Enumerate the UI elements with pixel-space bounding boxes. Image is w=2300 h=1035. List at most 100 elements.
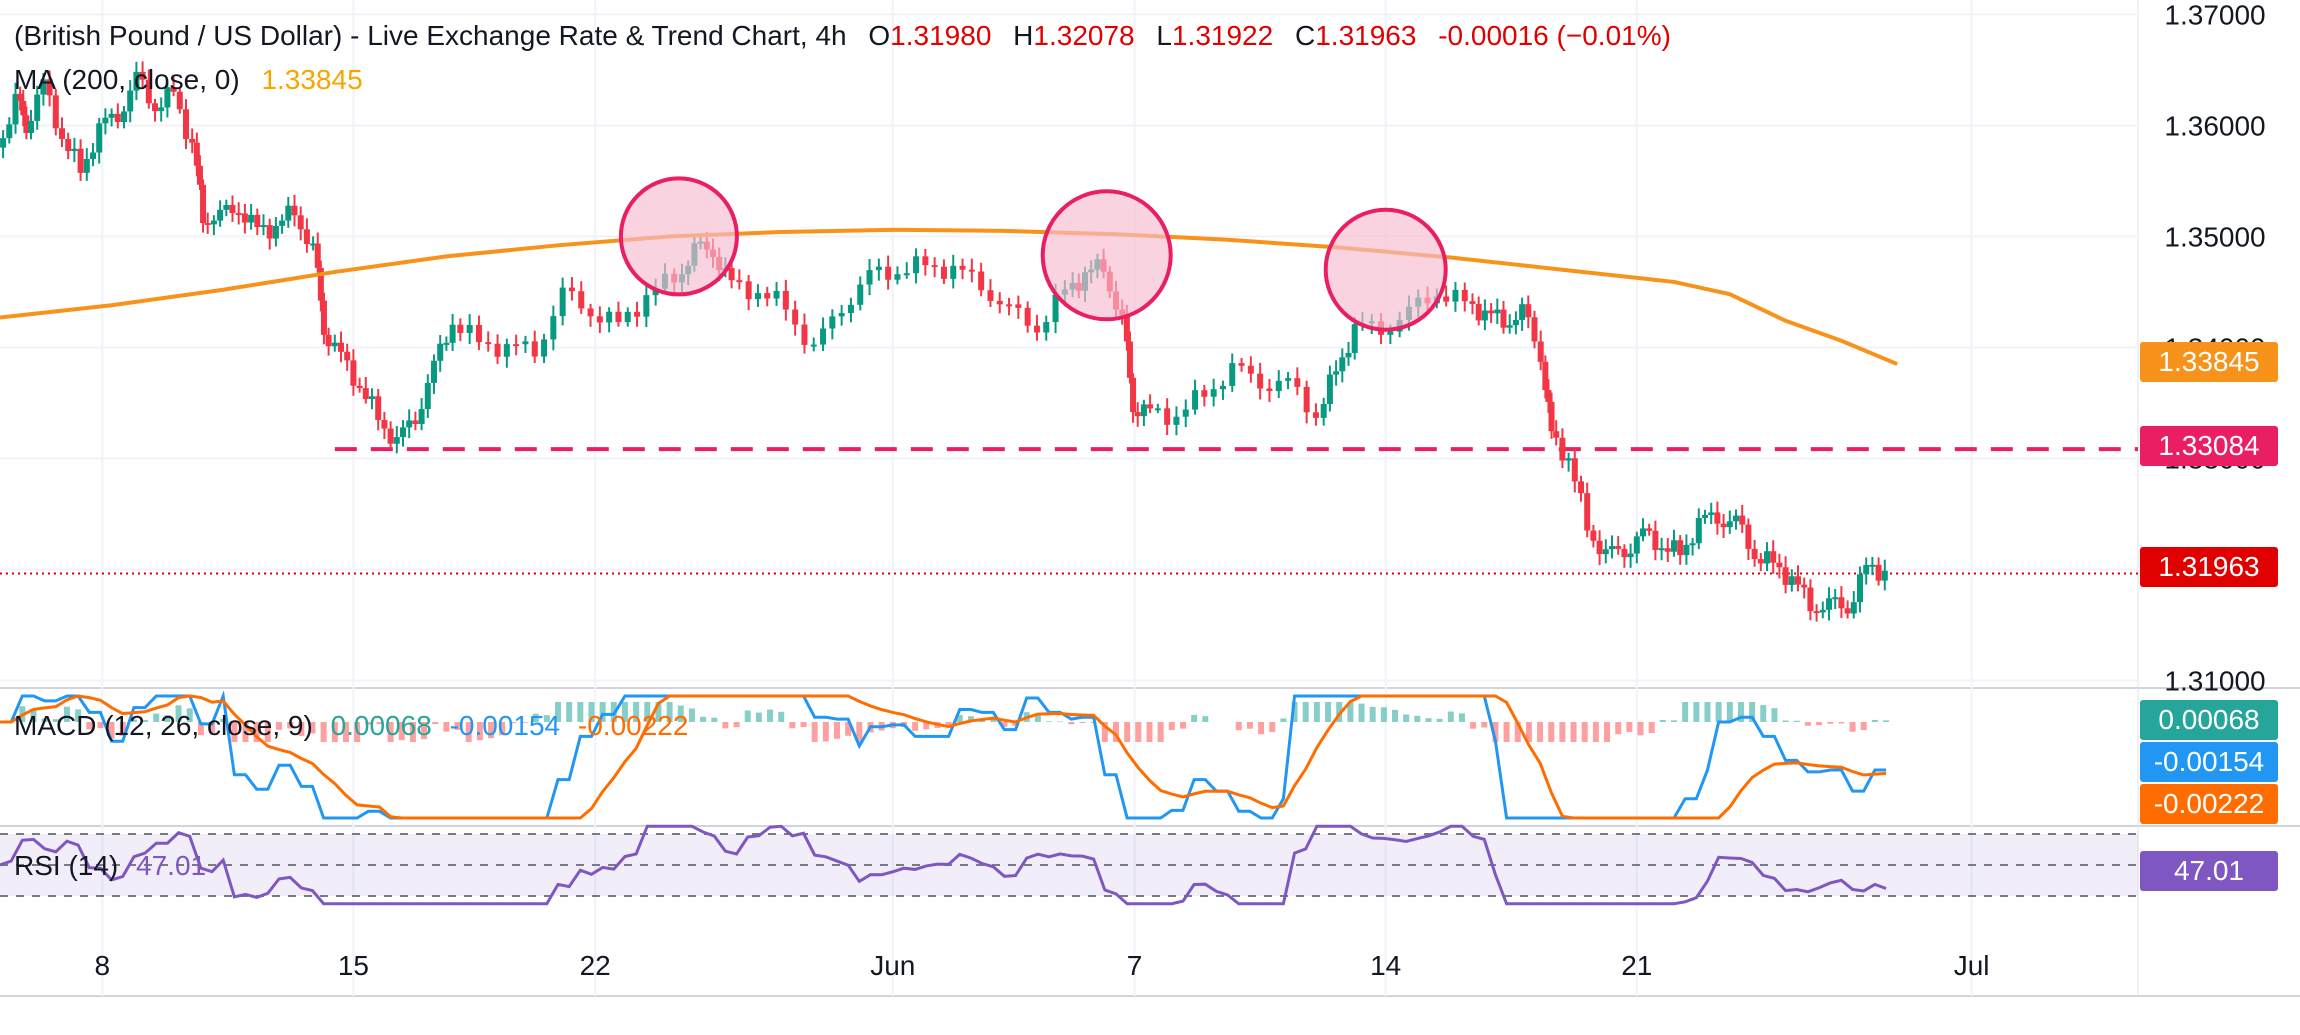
low-label: L xyxy=(1156,20,1172,52)
candle-body xyxy=(1501,310,1507,328)
candle-body xyxy=(1229,363,1235,386)
candle-body xyxy=(437,344,443,361)
candle-body xyxy=(1646,528,1652,530)
candle-body xyxy=(332,343,338,347)
y-tick-label: 1.31000 xyxy=(2164,665,2265,696)
candle-body xyxy=(1494,310,1500,314)
candle-body xyxy=(467,325,473,333)
candle-body xyxy=(189,139,195,143)
candle-body xyxy=(1452,290,1458,302)
candle-body xyxy=(338,343,344,352)
macd-histogram-bar xyxy=(1124,722,1130,742)
candle-body xyxy=(1578,481,1584,493)
candle-body xyxy=(450,325,456,343)
candle-body xyxy=(1683,545,1689,555)
candle-body xyxy=(1173,417,1179,425)
candle-body xyxy=(1476,304,1482,320)
candle-body xyxy=(96,123,102,152)
macd-histogram-bar xyxy=(834,722,840,739)
macd-histogram-bar xyxy=(1057,721,1063,722)
candle-body xyxy=(597,316,603,322)
candle-body xyxy=(746,281,752,299)
candle-body xyxy=(578,291,584,308)
rsi-value-text: 47.01 xyxy=(136,850,206,882)
candle-body xyxy=(1838,597,1844,608)
candle-body xyxy=(406,420,412,427)
candle-body xyxy=(894,274,900,280)
macd-histogram-bar xyxy=(1046,721,1052,722)
candle-body xyxy=(200,185,206,223)
candle-body xyxy=(1488,311,1494,314)
candle-body xyxy=(950,266,956,279)
candle-body xyxy=(1164,408,1170,425)
macd-histogram-bar xyxy=(1258,722,1264,734)
candle-body xyxy=(1690,543,1696,545)
macd-histogram-bar xyxy=(823,722,829,742)
candle-body xyxy=(357,386,363,388)
macd-histogram-bar xyxy=(1682,702,1688,722)
candle-body xyxy=(109,114,115,118)
candle-body xyxy=(1807,588,1813,612)
candle-body xyxy=(560,288,566,317)
candle-body xyxy=(1470,301,1476,304)
candle-body xyxy=(1006,304,1012,306)
candle-body xyxy=(504,344,510,357)
x-tick-label: 8 xyxy=(95,950,111,981)
candle-body xyxy=(1327,375,1333,404)
candle-body xyxy=(1795,576,1801,584)
candle-body xyxy=(326,335,332,346)
candle-body xyxy=(363,388,369,399)
macd-histogram-bar xyxy=(1448,712,1454,722)
candle-body xyxy=(1851,602,1857,613)
candle-body xyxy=(1015,304,1021,308)
candle-body xyxy=(1462,290,1468,301)
low-value: 1.31922 xyxy=(1172,20,1273,52)
candle-body xyxy=(625,312,631,322)
candle-body xyxy=(1696,518,1702,543)
macd-histogram-bar xyxy=(1481,722,1487,728)
y-tick-label: 1.36000 xyxy=(2164,110,2265,141)
candle-body xyxy=(431,361,437,383)
top-circle-annotation xyxy=(621,178,737,294)
chart-title: (British Pound / US Dollar) - Live Excha… xyxy=(14,20,847,52)
candle-body xyxy=(1519,304,1525,320)
candle-body xyxy=(1192,390,1198,409)
macd-histogram-bar xyxy=(1135,722,1141,742)
macd-histogram-bar xyxy=(1582,722,1588,742)
candle-body xyxy=(1758,559,1764,563)
candle-body xyxy=(1820,610,1826,613)
candle-body xyxy=(1789,576,1795,585)
macd-histogram-bar xyxy=(1615,722,1621,734)
macd-label: MACD (12, 26, close, 9) xyxy=(14,710,313,742)
macd-histogram-bar xyxy=(1883,720,1889,722)
candle-body xyxy=(1876,565,1882,581)
macd-histogram-bar xyxy=(1548,722,1554,742)
candle-body xyxy=(932,265,938,267)
macd-histogram-bar xyxy=(1425,718,1431,722)
macd-histogram-bar xyxy=(789,722,795,728)
candle-body xyxy=(183,109,189,139)
candle-body xyxy=(1628,554,1634,558)
candle-body xyxy=(115,114,121,122)
macd-histogram-bar xyxy=(1704,702,1710,722)
macd-histogram-bar xyxy=(1403,714,1409,722)
candle-body xyxy=(78,149,84,173)
macd-histogram-bar xyxy=(1693,702,1699,722)
candle-body xyxy=(457,325,463,333)
candle-body xyxy=(375,396,381,420)
candle-body xyxy=(495,344,501,357)
last-price-tag: 1.31963 xyxy=(2140,547,2278,587)
candle-body xyxy=(394,437,400,444)
candle-body xyxy=(1702,515,1708,518)
candle-body xyxy=(476,325,482,342)
candle-body xyxy=(1671,540,1677,551)
candle-body xyxy=(1352,324,1358,353)
candle-body xyxy=(381,420,387,429)
candle-body xyxy=(1764,551,1770,563)
candle-body xyxy=(1266,388,1272,391)
candle-body xyxy=(1776,563,1782,568)
macd-histogram-bar xyxy=(1838,722,1844,723)
macd-histogram-bar xyxy=(711,718,717,722)
